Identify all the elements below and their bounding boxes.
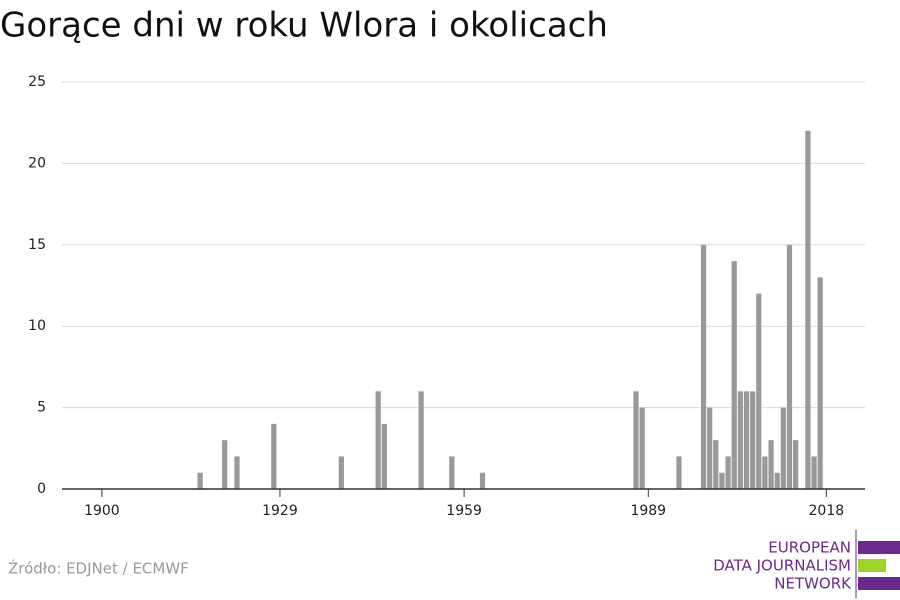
bar: [271, 423, 277, 489]
logo-text: DATA JOURNALISM: [713, 557, 851, 575]
bar: [737, 391, 743, 489]
bar: [731, 261, 737, 489]
bar: [811, 456, 817, 489]
bar: [786, 244, 793, 489]
logo-bar: [858, 541, 900, 554]
bar: [768, 440, 774, 489]
bar: [381, 423, 387, 489]
logo-bar: [858, 577, 900, 590]
bar: [707, 407, 713, 489]
bar: [700, 244, 707, 489]
x-tick-label: 1989: [630, 503, 666, 519]
x-tick-label: 1929: [262, 503, 298, 519]
bar: [774, 472, 780, 489]
y-tick-label: 25: [28, 74, 46, 90]
y-tick-label: 0: [37, 481, 46, 497]
bar: [418, 391, 424, 489]
logo: EUROPEAN DATA JOURNALISM NETWORK: [713, 530, 900, 598]
bar: [338, 456, 344, 489]
bar: [197, 472, 203, 489]
bar: [725, 456, 731, 489]
bar: [676, 456, 682, 489]
bar: [750, 391, 756, 489]
x-tick-label: 1900: [84, 503, 120, 519]
bar: [633, 391, 639, 489]
bar: [743, 391, 750, 489]
x-tick-label: 2018: [809, 503, 845, 519]
bar: [756, 293, 762, 489]
bar: [713, 440, 719, 489]
logo-text: NETWORK: [774, 575, 852, 593]
bar: [479, 472, 486, 489]
y-tick-label: 10: [28, 318, 46, 334]
y-tick-label: 15: [28, 237, 46, 253]
logo-text: EUROPEAN: [768, 539, 851, 557]
y-tick-label: 20: [28, 155, 46, 171]
bar: [805, 130, 811, 489]
bar: [780, 407, 786, 489]
bar: [719, 472, 725, 489]
logo-bar: [858, 559, 886, 572]
chart-title: Gorące dni w roku Wlora i okolicach: [0, 6, 608, 46]
bar: [375, 391, 381, 489]
bar: [817, 277, 823, 489]
source: Źródło: EDJNet / ECMWF: [8, 559, 189, 578]
bar: [222, 440, 228, 489]
y-tick-label: 5: [37, 400, 46, 416]
bar: [793, 440, 799, 489]
bar: [234, 456, 240, 489]
bar: [449, 456, 455, 489]
x-tick-label: 1959: [446, 503, 482, 519]
bar: [639, 407, 645, 489]
bar: [762, 456, 768, 489]
